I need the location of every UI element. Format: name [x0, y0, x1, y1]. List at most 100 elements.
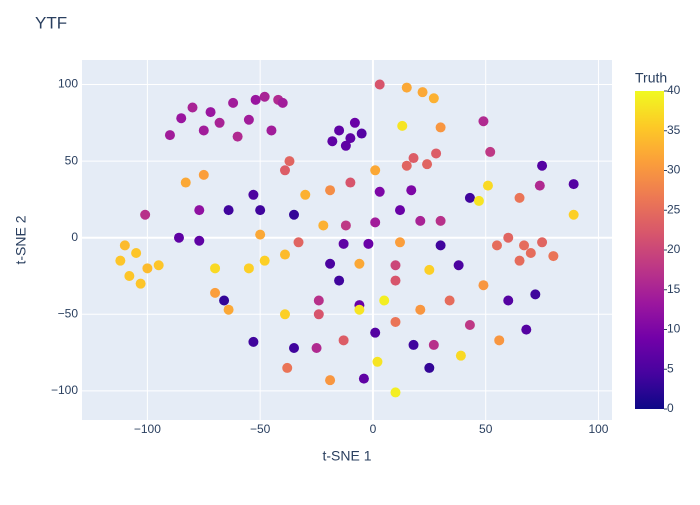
point: [345, 177, 356, 188]
point: [340, 220, 351, 231]
point: [424, 362, 435, 373]
point: [435, 122, 446, 133]
point: [300, 189, 311, 200]
point: [395, 237, 405, 248]
point: [464, 192, 475, 203]
colorbar-title: Truth: [635, 70, 667, 86]
point: [473, 195, 484, 206]
x-tick-label: −50: [250, 422, 271, 436]
point: [537, 237, 548, 248]
point: [349, 117, 360, 128]
x-tick-label: 0: [370, 422, 377, 436]
point: [408, 153, 419, 164]
point: [356, 128, 367, 139]
point: [194, 235, 205, 246]
point: [153, 260, 164, 271]
point: [408, 339, 419, 350]
point: [514, 255, 525, 266]
point: [187, 102, 198, 113]
colorbar: [635, 91, 664, 409]
x-tick-label: −100: [134, 422, 161, 436]
point: [390, 275, 401, 286]
point: [214, 117, 225, 128]
point: [327, 136, 338, 147]
point: [164, 130, 175, 141]
plot-area: [82, 60, 612, 420]
point: [255, 229, 266, 240]
point: [354, 304, 365, 315]
point: [255, 205, 266, 216]
point: [293, 237, 304, 248]
y-axis-title: t-SNE 2: [13, 215, 29, 264]
point: [453, 260, 464, 271]
point: [284, 156, 295, 167]
colorbar-tick-label: 30: [667, 163, 681, 177]
y-tick-label: −50: [58, 306, 79, 320]
point: [279, 249, 290, 260]
point: [358, 373, 369, 384]
point: [491, 240, 502, 251]
point: [455, 350, 466, 361]
point: [248, 336, 259, 347]
point: [417, 87, 428, 98]
point: [219, 295, 230, 306]
point: [198, 125, 209, 136]
point: [478, 280, 489, 291]
point: [485, 146, 496, 157]
y-tick-label: 100: [58, 77, 78, 91]
point: [289, 209, 299, 220]
point: [374, 186, 385, 197]
y-tick-label: 50: [65, 153, 79, 167]
point: [131, 248, 142, 259]
point: [390, 260, 401, 271]
point: [503, 232, 514, 243]
point: [135, 278, 146, 289]
point: [370, 327, 381, 338]
point: [277, 97, 288, 108]
point: [124, 271, 135, 281]
y-tick-label: −100: [51, 383, 78, 397]
point: [521, 324, 532, 335]
point: [223, 304, 234, 315]
point: [232, 131, 243, 142]
point: [289, 343, 299, 353]
point: [325, 258, 336, 269]
point: [210, 287, 221, 298]
point: [534, 180, 545, 191]
point: [311, 343, 322, 353]
point: [313, 309, 324, 320]
point: [431, 148, 442, 159]
colorbar-tick-label: 35: [667, 123, 681, 137]
point: [194, 205, 205, 216]
point: [519, 240, 530, 251]
point: [266, 125, 277, 136]
point: [198, 169, 209, 180]
point: [568, 209, 579, 220]
point: [464, 320, 475, 331]
point: [424, 264, 435, 275]
x-tick-label: 50: [479, 422, 493, 436]
point: [115, 255, 126, 266]
point: [395, 205, 405, 216]
colorbar-tick-label: 20: [667, 242, 681, 256]
point: [180, 177, 191, 188]
point: [478, 116, 489, 127]
point: [415, 215, 426, 226]
point: [282, 362, 293, 373]
point: [176, 113, 187, 124]
point: [514, 192, 525, 203]
point: [370, 217, 381, 228]
point: [372, 356, 383, 367]
point: [140, 209, 151, 220]
point: [250, 94, 261, 105]
point: [428, 339, 439, 350]
point: [210, 263, 221, 274]
point: [428, 93, 439, 104]
y-tick-label: 0: [71, 230, 78, 244]
point: [119, 240, 130, 251]
point: [435, 240, 446, 251]
point: [334, 125, 345, 136]
point: [401, 82, 412, 93]
point: [548, 251, 559, 262]
